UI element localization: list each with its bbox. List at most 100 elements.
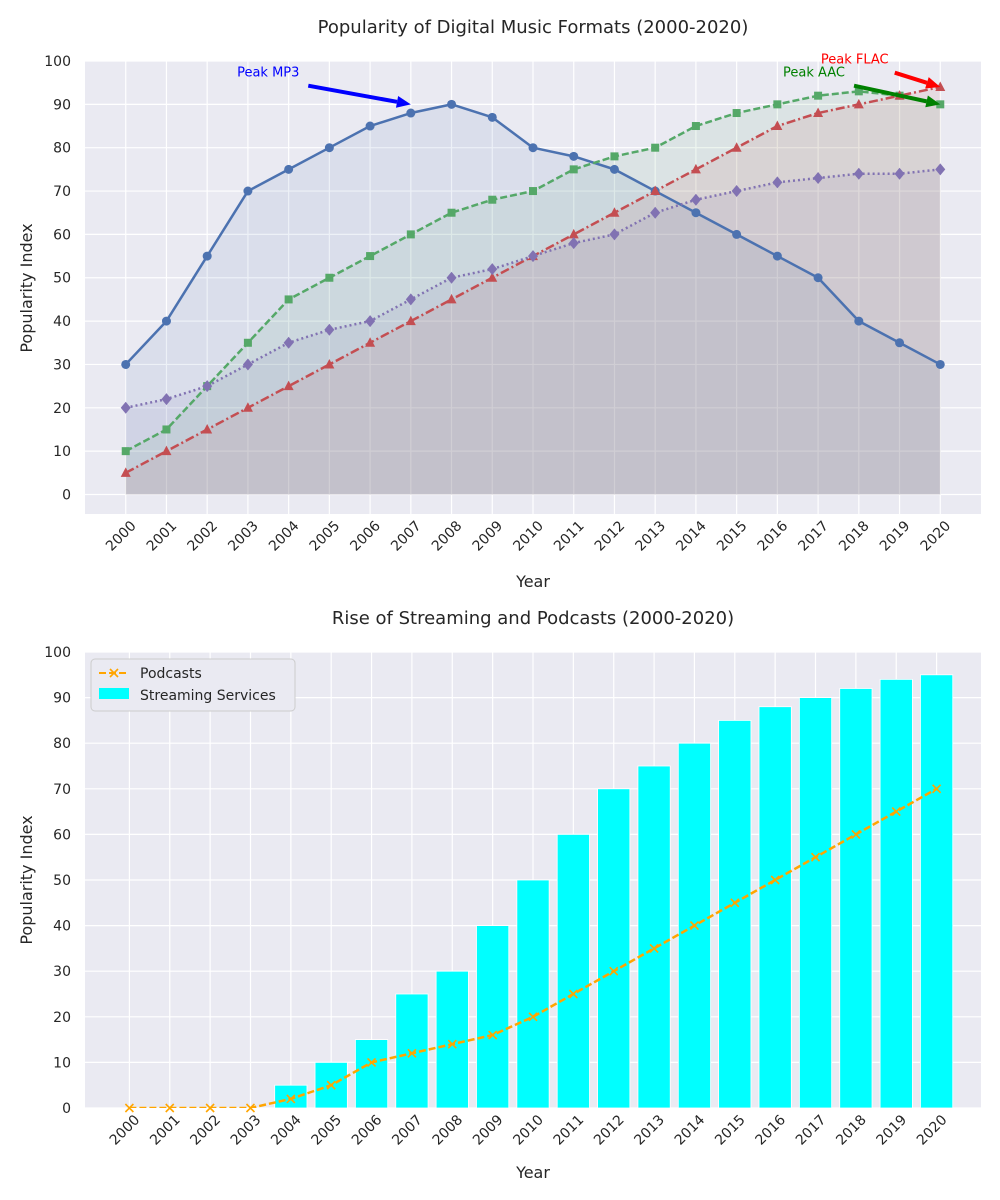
data-point-circle — [895, 338, 905, 348]
annotation-label: Peak MP3 — [237, 66, 299, 81]
data-point-triangle — [853, 98, 864, 109]
legend-label-streaming: Streaming Services — [140, 688, 276, 704]
bars-streaming — [274, 674, 954, 1109]
bar-streaming — [839, 688, 873, 1109]
data-point-square — [366, 252, 375, 261]
x-axis-label-formats: Year — [515, 572, 550, 591]
x-tick-label: 2015 — [714, 518, 751, 555]
data-point-triangle — [650, 185, 661, 196]
data-point-triangle — [690, 163, 701, 174]
data-point-circle — [447, 99, 457, 109]
area-fill — [125, 169, 941, 495]
data-point-circle — [609, 164, 619, 174]
x-tick-label: 2018 — [836, 518, 873, 555]
series-markers-streaming — [124, 784, 942, 1113]
x-tick-label: 2012 — [591, 1112, 628, 1149]
data-point-triangle — [487, 272, 498, 282]
x-tick-label: 2017 — [793, 1112, 830, 1149]
series-lines-streaming — [129, 787, 938, 1108]
x-tick-label: 2020 — [918, 518, 955, 555]
y-tick-label: 70 — [53, 782, 71, 798]
data-point-triangle — [324, 358, 335, 369]
data-point-diamond — [446, 271, 457, 284]
data-point-diamond — [365, 315, 376, 328]
data-point-square — [854, 87, 863, 96]
bar-streaming — [718, 720, 752, 1109]
x-tick-label: 2013 — [631, 1112, 668, 1149]
x-tick-label: 2006 — [349, 1112, 386, 1149]
data-point-circle — [284, 164, 294, 174]
data-point-podcasts — [286, 1094, 296, 1104]
data-point-triangle — [365, 337, 376, 347]
y-tick-label: 20 — [53, 401, 71, 417]
x-tick-label: 2001 — [147, 1112, 184, 1149]
data-point-circle — [406, 108, 416, 118]
annotation-arrow-head — [925, 77, 941, 89]
y-tick-label: 10 — [53, 444, 71, 460]
data-point-diamond — [813, 172, 824, 185]
y-tick-label: 80 — [53, 736, 71, 752]
data-point-square — [162, 425, 171, 434]
data-point-podcasts — [326, 1080, 336, 1090]
legend: Podcasts Streaming Services — [90, 658, 296, 712]
y-tick-labels-streaming: 0 10 20 30 40 50 60 70 80 90 100 — [44, 645, 71, 1117]
y-tick-label: 70 — [53, 184, 71, 200]
data-point-podcasts — [528, 1012, 538, 1022]
bar-streaming — [274, 1084, 308, 1109]
data-point-podcasts — [649, 943, 659, 953]
x-tick-label: 2013 — [633, 518, 670, 555]
x-tick-label: 2000 — [107, 1112, 144, 1149]
data-point-podcasts — [810, 852, 821, 862]
chart-title-formats: Popularity of Digital Music Formats (200… — [318, 17, 749, 38]
x-tick-label: 2003 — [228, 1112, 265, 1149]
data-point-podcasts — [689, 921, 700, 931]
data-point-podcasts — [165, 1103, 175, 1113]
x-tick-label: 2018 — [833, 1112, 870, 1149]
x-tick-label: 2005 — [309, 1112, 346, 1149]
data-point-circle — [691, 208, 701, 218]
data-point-diamond — [405, 293, 416, 306]
bar-streaming — [556, 834, 590, 1109]
data-point-podcasts — [770, 875, 780, 885]
y-tick-labels-formats: 0 10 20 30 40 50 60 70 80 90 100 — [44, 54, 71, 503]
y-tick-label: 30 — [53, 357, 71, 373]
data-point-square — [651, 143, 660, 152]
data-point-circle — [772, 251, 782, 261]
y-tick-label: 40 — [53, 314, 71, 330]
data-point-diamond — [731, 185, 742, 198]
data-point-square — [284, 295, 293, 304]
data-point-podcasts — [730, 898, 740, 908]
x-tick-label: 2016 — [753, 1112, 790, 1149]
data-point-diamond — [935, 163, 946, 176]
data-point-diamond — [650, 206, 661, 219]
data-point-triangle — [813, 107, 824, 118]
data-point-circle — [935, 359, 945, 369]
data-point-square — [569, 165, 578, 174]
bar-streaming — [314, 1062, 348, 1109]
data-point-circle — [121, 359, 131, 369]
data-point-diamond — [283, 336, 294, 349]
series-markers-formats — [120, 81, 946, 477]
data-point-podcasts — [568, 989, 578, 999]
y-tick-label: 0 — [62, 1101, 71, 1117]
annotation-label: Peak AAC — [783, 66, 845, 81]
data-point-square — [691, 122, 700, 131]
data-point-podcasts — [447, 1039, 457, 1049]
x-tick-label: 2020 — [914, 1112, 951, 1149]
x-tick-label: 2009 — [470, 1112, 507, 1149]
y-tick-label: 100 — [44, 645, 71, 661]
x-tick-label: 2000 — [103, 518, 140, 555]
y-tick-label: 80 — [53, 141, 71, 157]
data-point-diamond — [853, 167, 864, 180]
legend-item-podcasts: Podcasts — [99, 666, 202, 682]
x-tick-label: 2002 — [185, 518, 222, 555]
data-point-triangle — [609, 207, 620, 217]
x-tick-label: 2014 — [672, 1112, 709, 1149]
x-axis-label-streaming: Year — [515, 1163, 550, 1182]
data-point-triangle — [772, 120, 783, 131]
bar-streaming — [516, 879, 550, 1109]
legend-item-streaming: Streaming Services — [99, 688, 276, 704]
